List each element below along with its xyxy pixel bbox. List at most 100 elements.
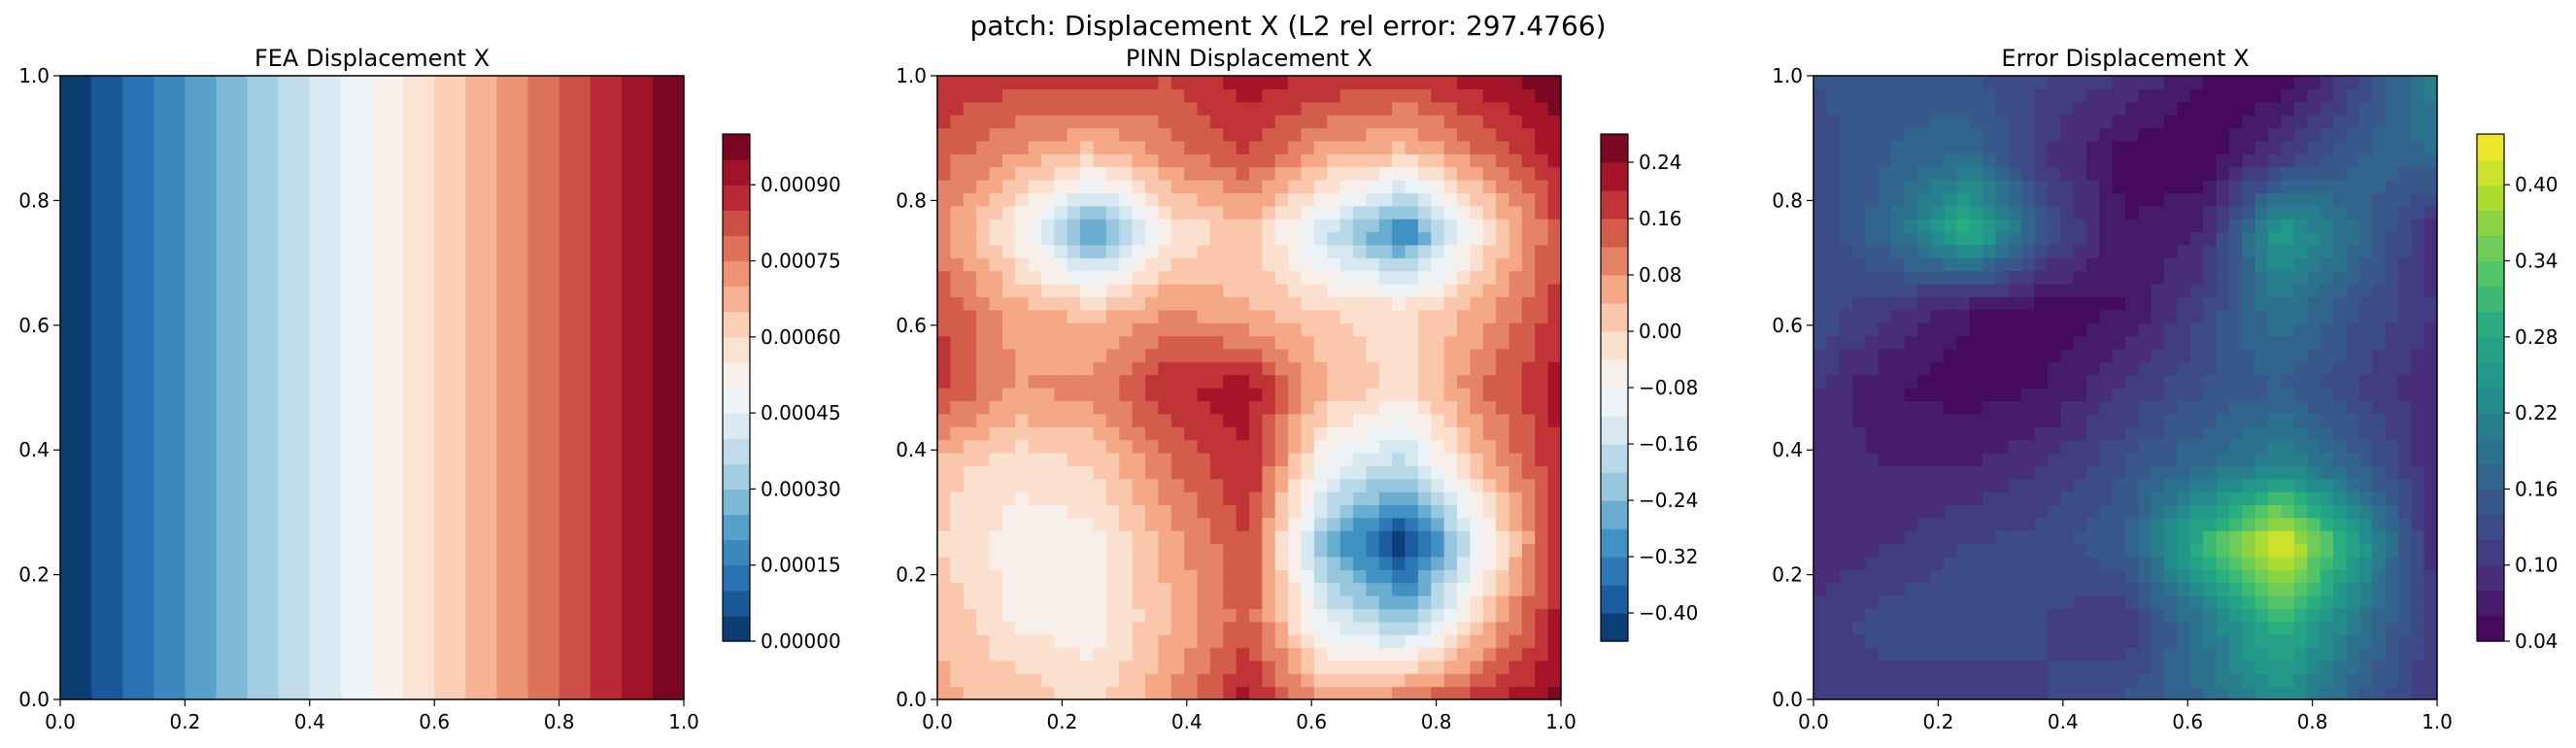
contour-cell <box>2372 296 2387 311</box>
contour-cell <box>1236 647 1250 662</box>
contour-cell <box>1197 166 1211 181</box>
contour-cell <box>2242 323 2256 337</box>
contour-cell <box>1839 115 1853 129</box>
contour-cell <box>1119 101 1134 116</box>
contour-cell <box>2008 192 2022 207</box>
contour-cell <box>1496 492 1510 505</box>
contour-cell <box>1184 388 1199 401</box>
colorbar-tick-label: −0.24 <box>1639 489 1698 512</box>
contour-cell <box>1982 595 1996 609</box>
contour-cell <box>1339 88 1354 103</box>
contour-cell <box>1197 88 1211 103</box>
contour-cell <box>2397 374 2412 389</box>
contour-cell <box>1417 660 1432 674</box>
contour-cell <box>1015 647 1030 662</box>
contour-cell <box>1209 543 1224 558</box>
contour-cell <box>2372 439 2387 454</box>
contour-cell <box>2254 374 2269 389</box>
contour-cell <box>2320 426 2334 441</box>
contour-cell <box>1930 323 1945 337</box>
contour-cell <box>2293 219 2308 233</box>
contour-cell <box>1288 309 1303 323</box>
contour-cell <box>2307 517 2322 531</box>
contour-cell <box>2047 595 2061 609</box>
contour-cell <box>1288 647 1303 662</box>
contour-cell <box>1878 569 1892 584</box>
contour-cell <box>2085 192 2100 207</box>
contour-cell <box>2125 115 2139 129</box>
contour-cell <box>1878 115 1892 129</box>
contour-cell <box>1093 323 1107 337</box>
contour-cell <box>2047 660 2061 674</box>
contour-cell <box>1982 621 1996 635</box>
contour-cell <box>1443 686 1458 699</box>
contour-cell <box>1288 478 1303 493</box>
contour-cell <box>937 569 951 584</box>
contour-cell <box>2177 569 2191 584</box>
contour-cell <box>1443 335 1458 350</box>
contour-cell <box>1535 413 1549 427</box>
contour-cell <box>976 115 991 129</box>
contour-cell <box>2099 348 2114 362</box>
contour-cell <box>1431 543 1445 558</box>
contour-cell <box>1878 634 1892 649</box>
contour-cell <box>1327 335 1341 350</box>
contour-cell <box>2423 88 2437 103</box>
contour-cell <box>2372 231 2387 246</box>
contour-cell <box>1209 582 1224 596</box>
contour-cell <box>1496 127 1510 142</box>
contour-cell <box>1826 257 1841 272</box>
contour-cell <box>1392 323 1407 337</box>
contour-cell <box>1982 465 1996 480</box>
contour-cell <box>1956 270 1971 285</box>
contour-cell <box>2293 192 2308 207</box>
contour-cell <box>1852 88 1867 103</box>
contour-cell <box>1878 543 1892 558</box>
contour-cell <box>1054 335 1068 350</box>
contour-cell <box>1995 361 2010 376</box>
contour-cell <box>937 244 951 258</box>
contour-cell <box>2372 517 2387 531</box>
contour-cell <box>1028 361 1042 376</box>
contour-cell <box>1313 205 1328 220</box>
contour-cell <box>2216 556 2230 570</box>
contour-cell <box>1956 231 1971 246</box>
contour-cell <box>2423 296 2437 311</box>
contour-cell <box>1132 374 1146 389</box>
contour-cell <box>1145 492 1159 505</box>
contour-cell <box>1274 361 1289 376</box>
contour-cell <box>2320 582 2334 596</box>
contour-cell <box>1482 127 1497 142</box>
contour-cell <box>1249 205 1263 220</box>
contour-cell <box>1378 465 1393 480</box>
contour-cell <box>1105 388 1120 401</box>
contour-cell <box>1917 323 1931 337</box>
contour-cell <box>2216 192 2230 207</box>
contour-cell <box>2254 361 2269 376</box>
contour-cell <box>1956 284 1971 297</box>
contour-cell <box>2242 673 2256 688</box>
contour-cell <box>2333 647 2347 662</box>
contour-cell <box>1170 478 1185 493</box>
contour-cell <box>1496 153 1510 168</box>
contour-cell <box>2242 88 2256 103</box>
contour-cell <box>1982 374 1996 389</box>
contour-cell <box>1535 478 1549 493</box>
contour-cell <box>2099 76 2114 89</box>
contour-cell <box>1443 166 1458 181</box>
contour-cell <box>2177 115 2191 129</box>
contour-cell <box>937 101 951 116</box>
contour-cell <box>1301 388 1315 401</box>
contour-cell <box>1313 296 1328 311</box>
contour-cell <box>976 569 991 584</box>
x-tick-label: 0.0 <box>922 710 953 733</box>
contour-cell <box>1930 127 1945 142</box>
contour-cell <box>2242 608 2256 623</box>
contour-cell <box>1865 361 1880 376</box>
contour-cell <box>1392 309 1407 323</box>
contour-cell <box>1327 309 1341 323</box>
contour-cell <box>2216 348 2230 362</box>
contour-cell <box>1209 504 1224 519</box>
contour-cell <box>1904 452 1918 466</box>
contour-cell <box>1105 127 1120 142</box>
